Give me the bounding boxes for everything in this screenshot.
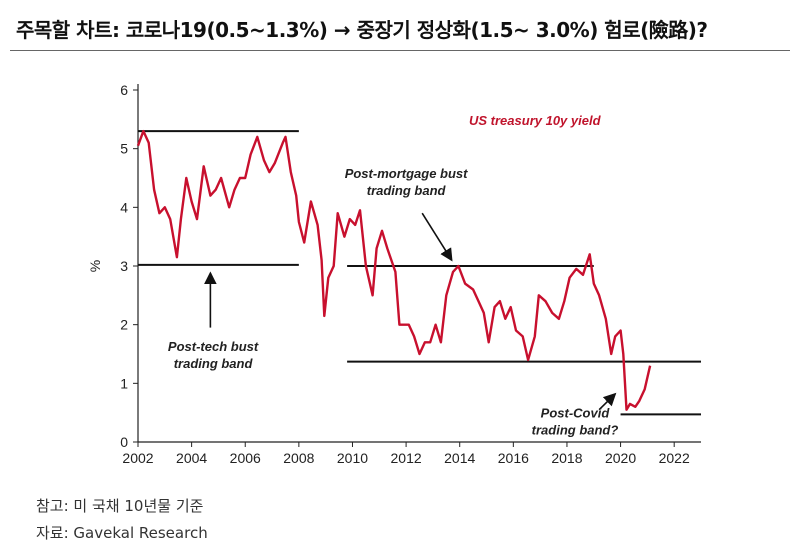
annotation-arrow: [598, 392, 617, 411]
y-tick-label: 2: [120, 317, 128, 333]
y-axis-label: %: [87, 260, 103, 272]
x-tick-label: 2014: [444, 450, 475, 466]
chart-note: 참고: 미 국채 10년물 기준: [36, 497, 204, 515]
x-tick-label: 2008: [283, 450, 314, 466]
y-tick-label: 1: [120, 375, 128, 391]
y-tick-label: 5: [120, 141, 128, 157]
x-tick-label: 2006: [230, 450, 261, 466]
y-tick-label: 0: [120, 434, 128, 450]
annotation-arrow: [421, 212, 453, 262]
x-tick-label: 2018: [551, 450, 582, 466]
annotation-post-mortgage: Post-mortgage bust trading band: [345, 166, 468, 198]
x-tick-label: 2012: [391, 450, 422, 466]
page-title: 주목할 차트: 코로나19(0.5~1.3%) → 중장기 정상화(1.5~ 3…: [16, 18, 708, 42]
chart-source: 자료: Gavekal Research: [36, 524, 208, 542]
annotation-post-tech: Post-tech bust trading band: [168, 339, 259, 371]
yield-series-line: [136, 129, 652, 411]
y-tick-label: 3: [120, 258, 128, 274]
x-tick-label: 2020: [605, 450, 636, 466]
yield-chart: 0 1 2 3 4 5 6 2002 2004 2006 2008 2010 2012 2014 2016 2…: [86, 74, 716, 474]
chart-svg: 0 1 2 3 4 5 6 2002 2004 2006 2008 2010 2012 2014 2016 2…: [87, 82, 701, 466]
y-tick-label: 4: [120, 199, 128, 215]
x-tick-label: 2022: [659, 450, 690, 466]
x-tick-label: 2016: [498, 450, 529, 466]
x-tick-label: 2004: [176, 450, 207, 466]
annotation-post-covid: Post-Covid trading band?: [532, 405, 619, 437]
y-tick-label: 6: [120, 82, 128, 98]
annotation-us-treasury: US treasury 10y yield: [469, 113, 602, 128]
x-tick-label: 2002: [122, 450, 153, 466]
x-tick-label: 2010: [337, 450, 368, 466]
title-divider: [10, 50, 790, 51]
